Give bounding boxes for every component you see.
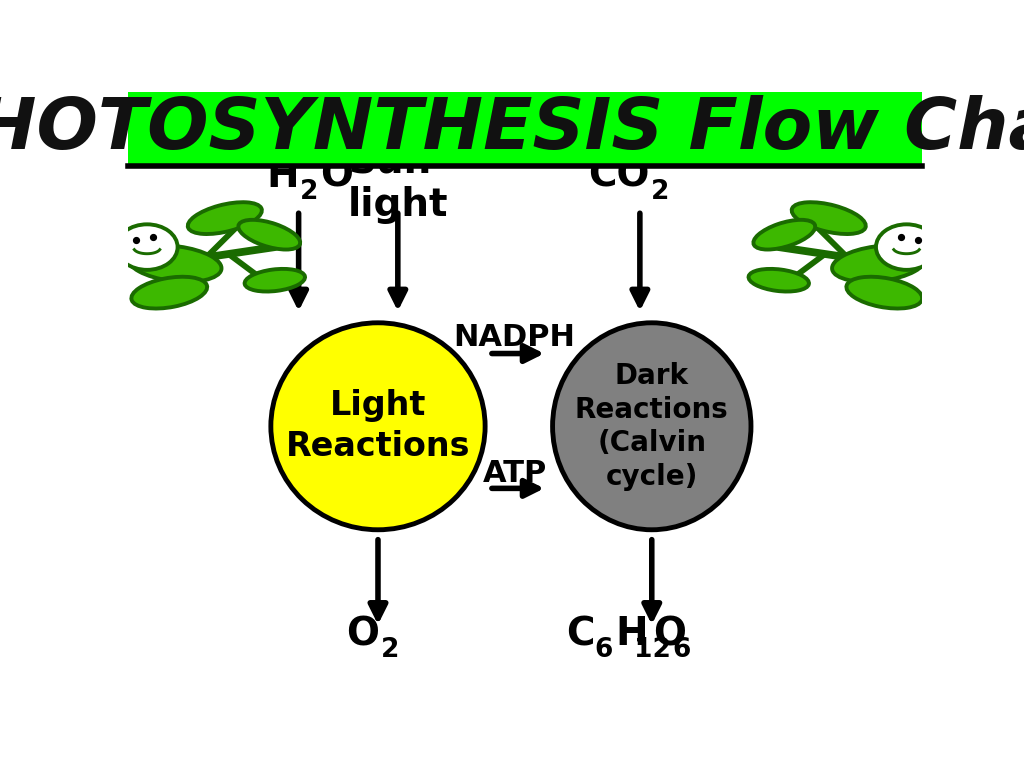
Ellipse shape: [131, 276, 207, 309]
Text: H: H: [615, 615, 648, 653]
Text: NADPH: NADPH: [454, 323, 575, 352]
Text: C: C: [566, 615, 595, 653]
Text: PHOTOSYNTHESIS Flow Chart: PHOTOSYNTHESIS Flow Chart: [0, 94, 1024, 164]
Ellipse shape: [245, 269, 305, 292]
Ellipse shape: [187, 202, 262, 234]
Text: ATP: ATP: [482, 459, 547, 488]
Text: H: H: [266, 157, 299, 195]
Bar: [128, 92, 922, 166]
Text: Dark
Reactions
(Calvin
cycle): Dark Reactions (Calvin cycle): [574, 362, 729, 491]
Ellipse shape: [833, 246, 926, 282]
Ellipse shape: [847, 276, 923, 309]
Ellipse shape: [117, 224, 177, 270]
Text: O: O: [653, 615, 686, 653]
Ellipse shape: [749, 269, 809, 292]
Text: O: O: [346, 615, 380, 653]
Text: 12: 12: [634, 637, 671, 663]
Text: 6: 6: [595, 637, 613, 663]
Ellipse shape: [876, 224, 937, 270]
Text: O: O: [321, 157, 353, 195]
Ellipse shape: [754, 220, 815, 250]
Text: 2: 2: [651, 179, 670, 204]
Ellipse shape: [128, 246, 221, 282]
Ellipse shape: [270, 323, 485, 530]
Ellipse shape: [239, 220, 300, 250]
Text: Light
Reactions: Light Reactions: [286, 389, 470, 463]
Text: 2: 2: [381, 637, 399, 663]
Ellipse shape: [792, 202, 866, 234]
Text: 6: 6: [673, 637, 691, 663]
Text: Sun-
light: Sun- light: [347, 144, 449, 224]
Text: CO: CO: [588, 157, 649, 195]
Text: 2: 2: [300, 179, 318, 204]
Ellipse shape: [553, 323, 751, 530]
